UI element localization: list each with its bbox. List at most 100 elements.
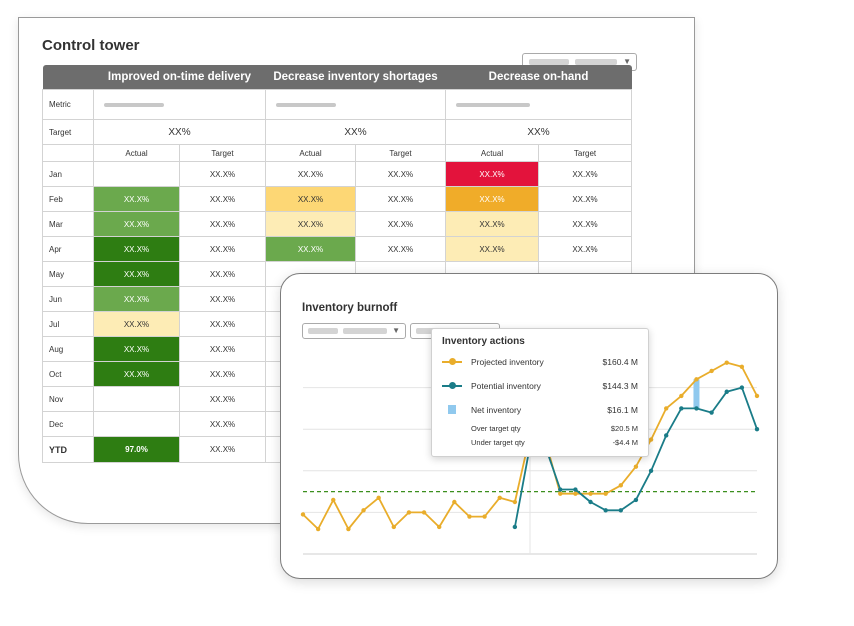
table-cell: XX.X% [445,186,539,212]
net-legend-icon [448,405,456,414]
sub-header: Target [179,144,266,162]
chevron-down-icon: ▼ [623,57,631,66]
projected-series-point [648,437,654,442]
target-label: Target [42,119,94,145]
table-cell: XX.X% [445,211,539,237]
potential-series-point [512,524,518,530]
target-value: XX% [444,119,633,145]
projected-series-point [300,512,306,517]
table-cell [93,386,180,412]
projected-series-point [724,360,729,365]
table-cell: XX.X% [93,261,180,287]
projected-series-point [558,491,563,496]
potential-series-point [573,487,578,492]
table-cell: XX.X% [179,286,266,312]
projected-series-point [573,491,578,496]
row-label: Dec [42,411,94,437]
table-cell: XX.X% [265,161,356,187]
projected-series-point [391,524,396,530]
projected-series-point [588,491,593,496]
projected-series-point [406,510,412,515]
potential-series-point [709,410,714,415]
row-label: Mar [42,211,94,237]
table-cell: XX.X% [537,236,633,262]
table-cell: XX.X% [179,361,266,387]
table-cell: XX.X% [179,236,266,262]
projected-series-point [679,393,684,399]
table-cell: XX.X% [355,186,446,212]
burnoff-title: Inventory burnoff [302,302,398,314]
projected-series-point [346,526,351,532]
row-label: Oct [42,361,94,387]
row-label: May [42,261,94,287]
row-label: YTD [42,436,94,463]
table-cell: XX.X% [355,211,446,237]
sub-header: Target [537,144,633,162]
chevron-down-icon: ▼ [392,326,400,335]
row-label: Aug [42,336,94,362]
projected-series-point [482,514,487,519]
projected-series-point [452,499,457,505]
metric-label: Metric [42,89,94,120]
table-cell: XX.X% [93,336,180,362]
potential-series-point [588,499,593,505]
sub-header: Actual [93,144,180,162]
projected-series-point [709,368,714,374]
row-label: Apr [42,236,94,262]
table-cell [93,161,180,187]
table-cell: XX.X% [265,211,356,237]
table-cell: XX.X% [93,236,180,262]
potential-series-point [603,508,608,513]
potential-series-point [694,406,699,411]
row-label: Jun [42,286,94,312]
table-cell: XX.X% [179,186,266,212]
row-label: Nov [42,386,94,412]
inventory-actions-tooltip: Inventory actions Projected inventory $1… [431,328,649,457]
sub-header: Actual [445,144,539,162]
metric-placeholder [265,89,446,120]
projected-series-point [467,514,472,519]
potential-series-point [664,433,669,438]
projected-series-point [376,495,381,501]
net-inventory-bar [693,379,700,409]
table-cell: XX.X% [179,411,266,437]
projected-series-point [512,499,518,505]
projected-series-point [361,508,366,513]
projected-series-point [315,526,321,532]
table-row: Mar XX.X% XX.X% XX.X% XX.X% XX.X% XX.X% [42,211,633,237]
table-cell: XX.X% [265,236,356,262]
table-cell: XX.X% [179,211,266,237]
tooltip-title: Inventory actions [442,336,525,347]
table-row: Feb XX.X% XX.X% XX.X% XX.X% XX.X% XX.X% [42,186,633,212]
target-value: XX% [93,119,266,145]
potential-series-point [633,497,639,503]
control-tower-title: Control tower [42,37,140,54]
table-cell: XX.X% [265,186,356,212]
projected-series-point [421,510,427,515]
potential-series-point [739,385,745,390]
table-cell: XX.X% [537,161,633,187]
projected-series-point [754,393,760,399]
table-cell: XX.X% [445,236,539,262]
potential-series-point [618,508,623,513]
table-cell: XX.X% [537,211,633,237]
potential-series-point [679,406,684,411]
potential-series-point [648,468,654,473]
metric-placeholder [93,89,266,120]
burnoff-filter-dropdown[interactable]: ▼ [302,323,406,339]
row-label: Jul [42,311,94,337]
table-cell: XX.X% [537,186,633,212]
table-cell: XX.X% [355,161,446,187]
table-cell: XX.X% [179,336,266,362]
column-header-ontime: Improved on-time delivery [93,65,266,90]
ytd-target: XX.X% [179,436,266,463]
potential-series-point [754,427,760,432]
column-header-shortages: Decrease inventory shortages [265,65,446,90]
table-cell: XX.X% [179,261,266,287]
projected-series-point [497,495,502,501]
ytd-value: 97.0% [93,436,180,463]
table-cell: XX.X% [93,361,180,387]
row-label: Jan [42,161,94,187]
sub-header: Target [355,144,446,162]
table-cell: XX.X% [179,161,266,187]
